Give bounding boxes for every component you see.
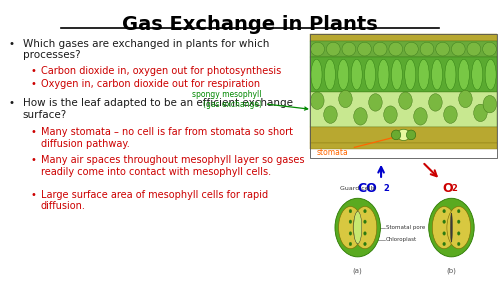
Ellipse shape xyxy=(428,198,474,257)
Ellipse shape xyxy=(338,207,362,249)
Ellipse shape xyxy=(358,42,372,56)
Ellipse shape xyxy=(349,209,352,213)
Ellipse shape xyxy=(458,209,460,213)
Text: 2: 2 xyxy=(383,184,389,193)
Text: CO: CO xyxy=(358,182,377,195)
Ellipse shape xyxy=(349,220,352,223)
Ellipse shape xyxy=(458,220,460,223)
Ellipse shape xyxy=(374,42,387,56)
Ellipse shape xyxy=(364,232,366,235)
Ellipse shape xyxy=(351,59,362,90)
Text: Carbon dioxide in, oxygen out for photosynthesis: Carbon dioxide in, oxygen out for photos… xyxy=(40,66,281,76)
Text: Oxygen in, carbon dioxide out for respiration: Oxygen in, carbon dioxide out for respir… xyxy=(40,79,260,89)
Ellipse shape xyxy=(368,94,382,111)
Ellipse shape xyxy=(364,220,366,223)
Ellipse shape xyxy=(324,59,336,90)
Ellipse shape xyxy=(349,242,352,246)
Text: Chloroplast: Chloroplast xyxy=(386,237,416,242)
Ellipse shape xyxy=(405,59,416,90)
Ellipse shape xyxy=(467,42,481,56)
Ellipse shape xyxy=(450,213,452,242)
Ellipse shape xyxy=(482,42,496,56)
Ellipse shape xyxy=(443,209,446,213)
Ellipse shape xyxy=(311,59,322,90)
Text: •: • xyxy=(8,98,14,108)
Text: Many air spaces throughout mesophyll layer so gases
readily come into contact wi: Many air spaces throughout mesophyll lay… xyxy=(40,155,304,176)
Text: •: • xyxy=(30,79,36,89)
Text: O: O xyxy=(442,182,453,195)
Ellipse shape xyxy=(483,96,496,113)
Ellipse shape xyxy=(420,42,434,56)
Ellipse shape xyxy=(342,42,356,56)
Ellipse shape xyxy=(338,90,352,108)
Ellipse shape xyxy=(324,106,337,123)
Text: Large surface area of mesophyll cells for rapid
diffusion.: Large surface area of mesophyll cells fo… xyxy=(40,190,268,211)
Text: Many stomata – no cell is far from stomata so short
diffusion pathway.: Many stomata – no cell is far from stoma… xyxy=(40,127,292,149)
Ellipse shape xyxy=(354,211,362,244)
Text: •: • xyxy=(8,38,14,49)
Ellipse shape xyxy=(392,59,402,90)
Ellipse shape xyxy=(458,90,472,108)
Ellipse shape xyxy=(389,42,402,56)
Text: •: • xyxy=(30,66,36,76)
Ellipse shape xyxy=(428,94,442,111)
Ellipse shape xyxy=(353,207,377,249)
Ellipse shape xyxy=(406,130,416,140)
Text: (b): (b) xyxy=(446,267,456,274)
Text: •: • xyxy=(30,190,36,200)
Ellipse shape xyxy=(364,209,366,213)
Bar xyxy=(310,33,498,158)
Ellipse shape xyxy=(458,242,460,246)
Ellipse shape xyxy=(443,232,446,235)
Ellipse shape xyxy=(349,232,352,235)
Bar xyxy=(310,92,498,127)
Ellipse shape xyxy=(458,59,469,90)
Ellipse shape xyxy=(397,129,410,140)
Text: How is the leaf adapted to be an efficient exchange
surface?: How is the leaf adapted to be an efficie… xyxy=(22,98,292,120)
Text: •: • xyxy=(30,127,36,137)
Text: •: • xyxy=(30,155,36,165)
Bar xyxy=(310,127,498,143)
Ellipse shape xyxy=(338,59,349,90)
Ellipse shape xyxy=(474,104,487,122)
Ellipse shape xyxy=(443,220,446,223)
Text: Which gases are exchanged in plants for which
processes?: Which gases are exchanged in plants for … xyxy=(22,38,269,60)
Ellipse shape xyxy=(326,42,340,56)
Text: (a): (a) xyxy=(353,267,362,274)
Ellipse shape xyxy=(444,106,457,123)
Ellipse shape xyxy=(443,242,446,246)
Ellipse shape xyxy=(432,207,456,249)
Text: Guard cells: Guard cells xyxy=(340,186,376,191)
Ellipse shape xyxy=(472,59,482,90)
Ellipse shape xyxy=(485,59,496,90)
Ellipse shape xyxy=(384,106,397,123)
Bar xyxy=(310,33,498,41)
Ellipse shape xyxy=(311,42,324,56)
Ellipse shape xyxy=(364,59,376,90)
Ellipse shape xyxy=(392,130,401,140)
Ellipse shape xyxy=(447,207,470,249)
Ellipse shape xyxy=(452,42,465,56)
Ellipse shape xyxy=(436,42,450,56)
Ellipse shape xyxy=(398,92,412,109)
Bar xyxy=(310,143,498,149)
Bar xyxy=(310,57,498,92)
Ellipse shape xyxy=(404,42,418,56)
Ellipse shape xyxy=(432,59,442,90)
Ellipse shape xyxy=(378,59,389,90)
Text: spongy mesophyll
(gas exchange): spongy mesophyll (gas exchange) xyxy=(192,90,308,110)
Ellipse shape xyxy=(418,59,429,90)
Ellipse shape xyxy=(354,108,367,125)
Ellipse shape xyxy=(445,59,456,90)
Text: stomata: stomata xyxy=(317,135,400,157)
Text: Gas Exchange in Plants: Gas Exchange in Plants xyxy=(122,15,378,34)
Ellipse shape xyxy=(310,92,324,109)
Ellipse shape xyxy=(335,198,380,257)
Ellipse shape xyxy=(414,108,427,125)
Ellipse shape xyxy=(458,232,460,235)
Text: 2: 2 xyxy=(451,184,457,193)
Ellipse shape xyxy=(364,242,366,246)
Bar xyxy=(310,41,498,57)
Text: Stomatal pore: Stomatal pore xyxy=(386,225,425,230)
